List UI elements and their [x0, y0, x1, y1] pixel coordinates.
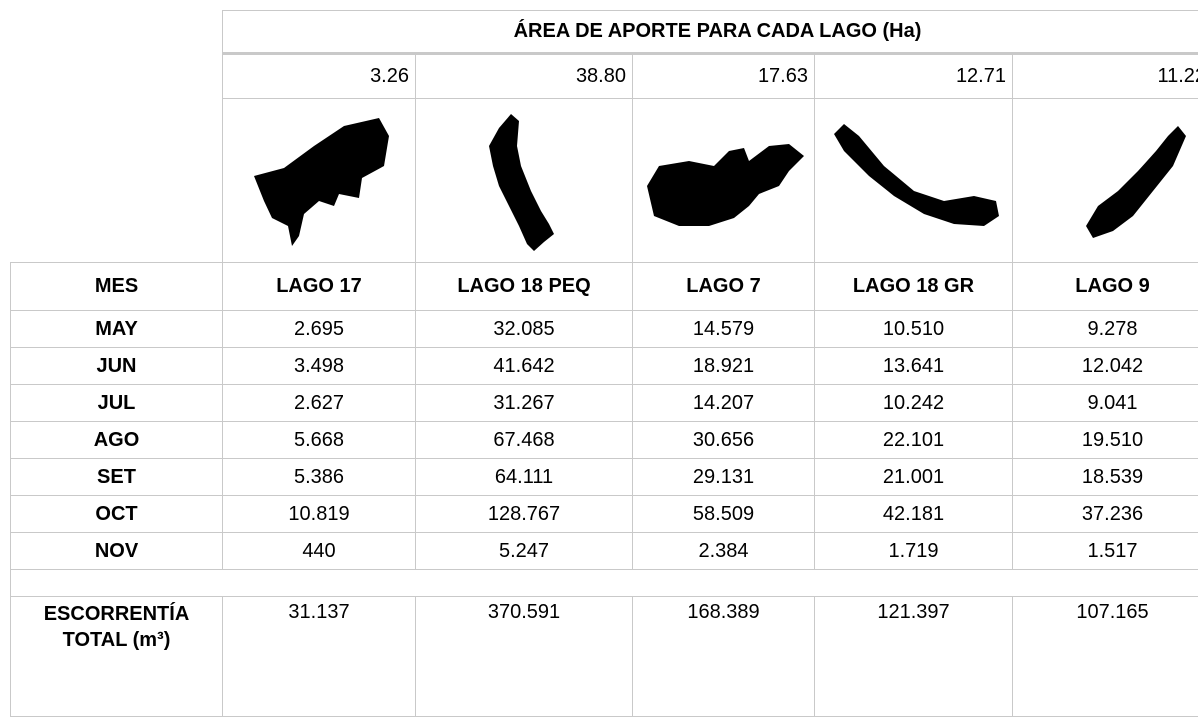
area-value: 12.71 — [815, 54, 1013, 99]
cell-value: 14.579 — [633, 311, 815, 348]
area-value: 3.26 — [223, 54, 416, 99]
cell-value: 22.101 — [815, 422, 1013, 459]
cell-value: 2.384 — [633, 533, 815, 570]
cell-value: 5.386 — [223, 459, 416, 496]
cell-value: 9.278 — [1013, 311, 1198, 348]
month-label: JUL — [11, 385, 223, 422]
total-value: 168.389 — [633, 597, 815, 717]
cell-value: 10.819 — [223, 496, 416, 533]
column-header: LAGO 17 — [223, 263, 416, 311]
lake-shape — [1013, 99, 1198, 263]
cell-value: 29.131 — [633, 459, 815, 496]
cell-value: 2.695 — [223, 311, 416, 348]
cell-value: 5.668 — [223, 422, 416, 459]
cell-value: 2.627 — [223, 385, 416, 422]
area-value: 17.63 — [633, 54, 815, 99]
cell-value: 128.767 — [416, 496, 633, 533]
column-header: MES — [11, 263, 223, 311]
cell-value: 5.247 — [416, 533, 633, 570]
total-value: 370.591 — [416, 597, 633, 717]
area-value: 11.22 — [1013, 54, 1198, 99]
column-header: LAGO 7 — [633, 263, 815, 311]
month-label: OCT — [11, 496, 223, 533]
spacer-row — [11, 570, 1198, 597]
cell-value: 67.468 — [416, 422, 633, 459]
cell-value: 14.207 — [633, 385, 815, 422]
total-value: 121.397 — [815, 597, 1013, 717]
cell-value: 3.498 — [223, 348, 416, 385]
cell-value: 37.236 — [1013, 496, 1198, 533]
cell-value: 42.181 — [815, 496, 1013, 533]
month-label: JUN — [11, 348, 223, 385]
cell-value: 12.042 — [1013, 348, 1198, 385]
column-header: LAGO 9 — [1013, 263, 1198, 311]
total-value: 31.137 — [223, 597, 416, 717]
cell-value: 41.642 — [416, 348, 633, 385]
cell-value: 440 — [223, 533, 416, 570]
cell-value: 19.510 — [1013, 422, 1198, 459]
cell-value: 10.510 — [815, 311, 1013, 348]
lake-shape — [815, 99, 1013, 263]
month-label: SET — [11, 459, 223, 496]
cell-value: 18.539 — [1013, 459, 1198, 496]
lake-shape — [223, 99, 416, 263]
cell-value: 1.517 — [1013, 533, 1198, 570]
month-label: AGO — [11, 422, 223, 459]
cell-value: 32.085 — [416, 311, 633, 348]
cell-value: 64.111 — [416, 459, 633, 496]
column-header: LAGO 18 GR — [815, 263, 1013, 311]
month-label: NOV — [11, 533, 223, 570]
cell-value: 30.656 — [633, 422, 815, 459]
table-title: ÁREA DE APORTE PARA CADA LAGO (Ha) — [223, 11, 1198, 54]
total-label: ESCORRENTÍA TOTAL (m³) — [11, 597, 223, 717]
cell-value: 1.719 — [815, 533, 1013, 570]
total-value: 107.165 — [1013, 597, 1198, 717]
cell-value: 18.921 — [633, 348, 815, 385]
month-label: MAY — [11, 311, 223, 348]
lake-shape — [633, 99, 815, 263]
column-header: LAGO 18 PEQ — [416, 263, 633, 311]
cell-value: 21.001 — [815, 459, 1013, 496]
lake-shape — [416, 99, 633, 263]
cell-value: 58.509 — [633, 496, 815, 533]
area-value: 38.80 — [416, 54, 633, 99]
cell-value: 13.641 — [815, 348, 1013, 385]
cell-value: 10.242 — [815, 385, 1013, 422]
cell-value: 31.267 — [416, 385, 633, 422]
cell-value: 9.041 — [1013, 385, 1198, 422]
